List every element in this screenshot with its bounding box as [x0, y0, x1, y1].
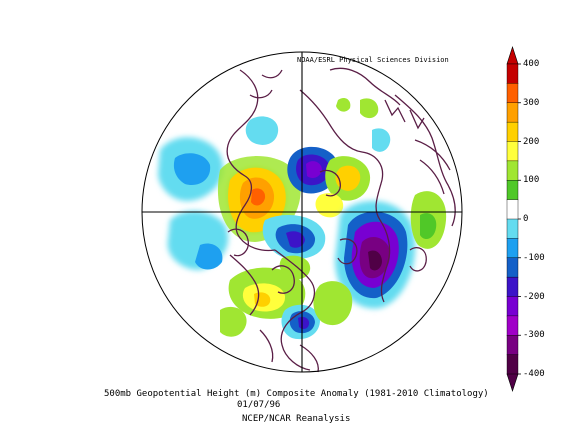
colorbar-swatch — [506, 257, 519, 278]
colorbar-label: 400 — [523, 59, 540, 69]
colorbar-label: 300 — [523, 97, 540, 108]
credit-text: NOAA/ESRL Physical Sciences Division — [297, 56, 449, 64]
colorbar-bottom-arrow — [506, 373, 519, 392]
colorbar-swatch — [506, 276, 519, 297]
meridian-grid — [142, 52, 462, 372]
colorbar-swatch — [506, 102, 519, 123]
colorbar-label: 200 — [523, 136, 540, 147]
colorbar — [506, 46, 521, 392]
colorbar-swatch — [506, 160, 519, 181]
colorbar-label: -400 — [523, 369, 545, 379]
colorbar-swatch — [506, 296, 519, 317]
colorbar-swatch — [506, 83, 519, 104]
colorbar-swatch — [506, 121, 519, 142]
colorbar-swatch — [506, 180, 519, 201]
colorbar-label: 0 — [523, 214, 529, 224]
anomaly-field — [158, 97, 447, 340]
colorbar-label: -200 — [523, 291, 545, 302]
colorbar-top-arrow — [506, 46, 519, 65]
map-title: 500mb Geopotential Height (m) Composite … — [104, 389, 489, 399]
colorbar-swatch — [506, 141, 519, 162]
map-boundary — [141, 51, 463, 373]
colorbar-label: 100 — [523, 175, 540, 186]
colorbar-swatch — [506, 335, 519, 356]
colorbar-swatch — [506, 315, 519, 336]
map-source: NCEP/NCAR Reanalysis — [242, 414, 351, 424]
colorbar-label: -100 — [523, 252, 545, 263]
colorbar-swatch — [506, 238, 519, 259]
colorbar-swatch — [506, 63, 519, 84]
colorbar-label: -300 — [523, 330, 545, 341]
map-date: 01/07/96 — [237, 400, 281, 410]
colorbar-swatch — [506, 199, 519, 220]
colorbar-swatch — [506, 218, 519, 239]
colorbar-swatch — [506, 354, 519, 375]
